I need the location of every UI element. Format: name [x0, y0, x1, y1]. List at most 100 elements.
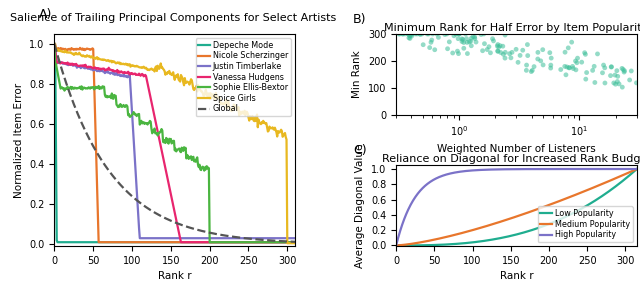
- Point: [563, 46, 573, 50]
- Line: High Popularity: High Popularity: [396, 169, 637, 245]
- Point: [440, 32, 450, 37]
- Justin Timberlake: [269, 237, 276, 240]
- Point: [580, 52, 591, 57]
- Point: [568, 64, 578, 69]
- Global: [268, 239, 276, 242]
- Point: [453, 51, 463, 56]
- Point: [415, 32, 426, 37]
- Point: [454, 32, 464, 36]
- Low Popularity: [534, 226, 542, 230]
- Point: [498, 44, 508, 48]
- Point: [600, 81, 610, 85]
- Line: Vanessa Hudgens: Vanessa Hudgens: [54, 44, 302, 242]
- Point: [568, 66, 579, 71]
- Line: Nicole Scherzinger: Nicole Scherzinger: [54, 44, 302, 242]
- Spice Girls: [51, 42, 58, 46]
- Point: [495, 43, 505, 48]
- Sophie Ellis-Bextor: [298, 241, 306, 244]
- Point: [572, 61, 582, 65]
- Global: [228, 235, 236, 238]
- Line: Spice Girls: Spice Girls: [54, 44, 302, 243]
- Point: [461, 37, 472, 41]
- Vanessa Hudgens: [255, 241, 262, 244]
- Point: [523, 53, 533, 58]
- Point: [404, 33, 415, 38]
- Point: [488, 37, 498, 41]
- Nicole Scherzinger: [255, 241, 262, 244]
- Point: [612, 74, 623, 79]
- Depeche Mode: [226, 241, 234, 244]
- Point: [451, 32, 461, 36]
- Point: [619, 70, 629, 74]
- Point: [500, 50, 510, 55]
- Point: [577, 60, 587, 65]
- Point: [593, 52, 603, 56]
- Spice Girls: [225, 106, 233, 109]
- Point: [428, 32, 438, 36]
- Line: Low Popularity: Low Popularity: [396, 169, 637, 245]
- Point: [545, 50, 555, 55]
- High Popularity: [501, 168, 509, 171]
- Depeche Mode: [51, 42, 58, 46]
- Point: [432, 32, 442, 36]
- High Popularity: [534, 167, 542, 171]
- Point: [466, 36, 476, 40]
- Point: [617, 66, 627, 71]
- Text: Salience of Trailing Principal Components for Select Artists: Salience of Trailing Principal Component…: [10, 13, 336, 23]
- Point: [507, 50, 517, 55]
- Low Popularity: [573, 209, 581, 213]
- Vanessa Hudgens: [269, 241, 276, 244]
- Point: [609, 81, 619, 85]
- Point: [589, 80, 600, 85]
- Depeche Mode: [229, 241, 237, 244]
- High Popularity: [553, 167, 561, 171]
- Point: [404, 35, 414, 40]
- Point: [422, 32, 433, 36]
- High Popularity: [633, 167, 640, 171]
- Vanessa Hudgens: [179, 241, 187, 244]
- Point: [522, 42, 532, 47]
- Point: [406, 34, 417, 38]
- Point: [417, 32, 427, 36]
- Medium Popularity: [454, 232, 462, 236]
- Point: [477, 48, 488, 53]
- Point: [631, 81, 640, 85]
- Point: [415, 32, 425, 36]
- Spice Girls: [254, 126, 262, 129]
- Point: [451, 32, 461, 36]
- Global: [86, 139, 94, 142]
- Point: [459, 40, 469, 45]
- Point: [470, 37, 480, 41]
- Point: [536, 59, 546, 63]
- Point: [600, 66, 610, 70]
- Medium Popularity: [553, 200, 561, 204]
- Point: [459, 46, 469, 51]
- Spice Girls: [268, 126, 276, 130]
- Nicole Scherzinger: [51, 42, 58, 46]
- Point: [453, 37, 463, 41]
- Point: [493, 49, 503, 53]
- Point: [462, 40, 472, 45]
- Point: [532, 57, 543, 61]
- Depeche Mode: [255, 241, 262, 244]
- Point: [546, 56, 556, 60]
- Text: A): A): [38, 8, 52, 21]
- Spice Girls: [179, 76, 186, 80]
- Point: [442, 32, 452, 36]
- Point: [589, 64, 599, 68]
- Medium Popularity: [534, 207, 542, 211]
- Nicole Scherzinger: [86, 48, 94, 52]
- Point: [560, 50, 570, 54]
- Point: [598, 63, 609, 67]
- Point: [570, 59, 580, 63]
- Point: [493, 45, 504, 50]
- Point: [588, 68, 598, 73]
- Legend: Depeche Mode, Nicole Scherzinger, Justin Timberlake, Vanessa Hudgens, Sophie Ell: Depeche Mode, Nicole Scherzinger, Justin…: [195, 38, 291, 116]
- Sophie Ellis-Bextor: [51, 42, 58, 46]
- Point: [403, 32, 413, 36]
- Point: [500, 56, 510, 60]
- Point: [606, 65, 616, 69]
- High Popularity: [435, 175, 443, 179]
- Vanessa Hudgens: [298, 241, 306, 244]
- Point: [513, 60, 523, 65]
